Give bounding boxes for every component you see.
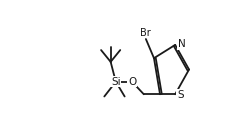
Text: Si: Si bbox=[111, 77, 121, 87]
Text: O: O bbox=[128, 77, 136, 87]
Text: S: S bbox=[177, 90, 183, 100]
Text: Br: Br bbox=[141, 27, 151, 38]
Text: N: N bbox=[178, 39, 186, 49]
